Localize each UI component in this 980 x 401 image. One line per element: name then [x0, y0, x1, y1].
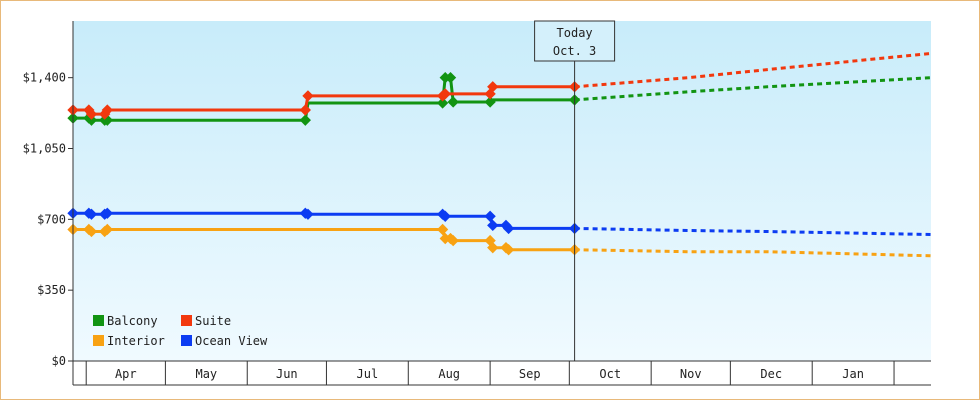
y-tick-label: $350 — [37, 283, 66, 297]
today-label: Today — [557, 26, 593, 40]
data-point[interactable] — [447, 234, 459, 247]
legend-item-suite[interactable]: Suite — [181, 314, 231, 328]
y-tick-label: $1,050 — [23, 142, 66, 156]
forecast-line-balcony — [574, 76, 932, 102]
legend-swatch — [93, 315, 104, 326]
legend-label: Ocean View — [195, 334, 268, 348]
data-point[interactable] — [302, 208, 314, 220]
today-marker: Today Oct. 3 — [534, 20, 616, 361]
month-label: Oct — [599, 367, 621, 381]
axis-layer: $0 $350 $700 $1,050 $1,400 Apr May Jun Jul Aug Sep… — [23, 21, 931, 386]
month-label: Jun — [276, 367, 298, 381]
data-point[interactable] — [502, 222, 515, 235]
legend-item-interior[interactable]: Interior — [93, 334, 165, 348]
data-point[interactable] — [487, 242, 499, 254]
forecast-line-suite — [574, 51, 932, 89]
y-tick-label: $700 — [37, 212, 66, 226]
y-tick-label: $0 — [52, 354, 66, 368]
forecast-line-ocean-view — [574, 226, 932, 236]
legend-swatch — [181, 315, 192, 326]
plot-area — [73, 21, 931, 361]
data-point[interactable] — [502, 244, 515, 256]
legend-swatch — [93, 335, 104, 346]
month-label: Jan — [842, 367, 864, 381]
y-tick-label: $1,400 — [23, 71, 66, 85]
legend-label: Suite — [195, 314, 231, 328]
data-point[interactable] — [436, 223, 449, 236]
legend: Balcony Suite Interior Ocean View — [93, 314, 268, 348]
forecast-line-interior — [574, 248, 932, 258]
legend-label: Interior — [107, 334, 165, 348]
month-label: Dec — [760, 367, 782, 381]
month-label: Sep — [519, 367, 541, 381]
legend-item-ocean-view[interactable]: Ocean View — [181, 334, 268, 348]
month-label: Nov — [680, 367, 702, 381]
month-label: Jul — [357, 367, 379, 381]
data-point[interactable] — [487, 219, 499, 232]
month-label: Apr — [115, 367, 137, 381]
data-point[interactable] — [439, 210, 451, 222]
month-label: May — [195, 367, 217, 381]
legend-label: Balcony — [107, 314, 158, 328]
month-label: Aug — [438, 367, 460, 381]
series-ocean-view — [67, 207, 932, 236]
today-box — [534, 20, 616, 62]
legend-swatch — [181, 335, 192, 346]
today-date-label: Oct. 3 — [553, 44, 596, 58]
legend-item-balcony[interactable]: Balcony — [93, 314, 158, 328]
data-point[interactable] — [484, 210, 496, 222]
